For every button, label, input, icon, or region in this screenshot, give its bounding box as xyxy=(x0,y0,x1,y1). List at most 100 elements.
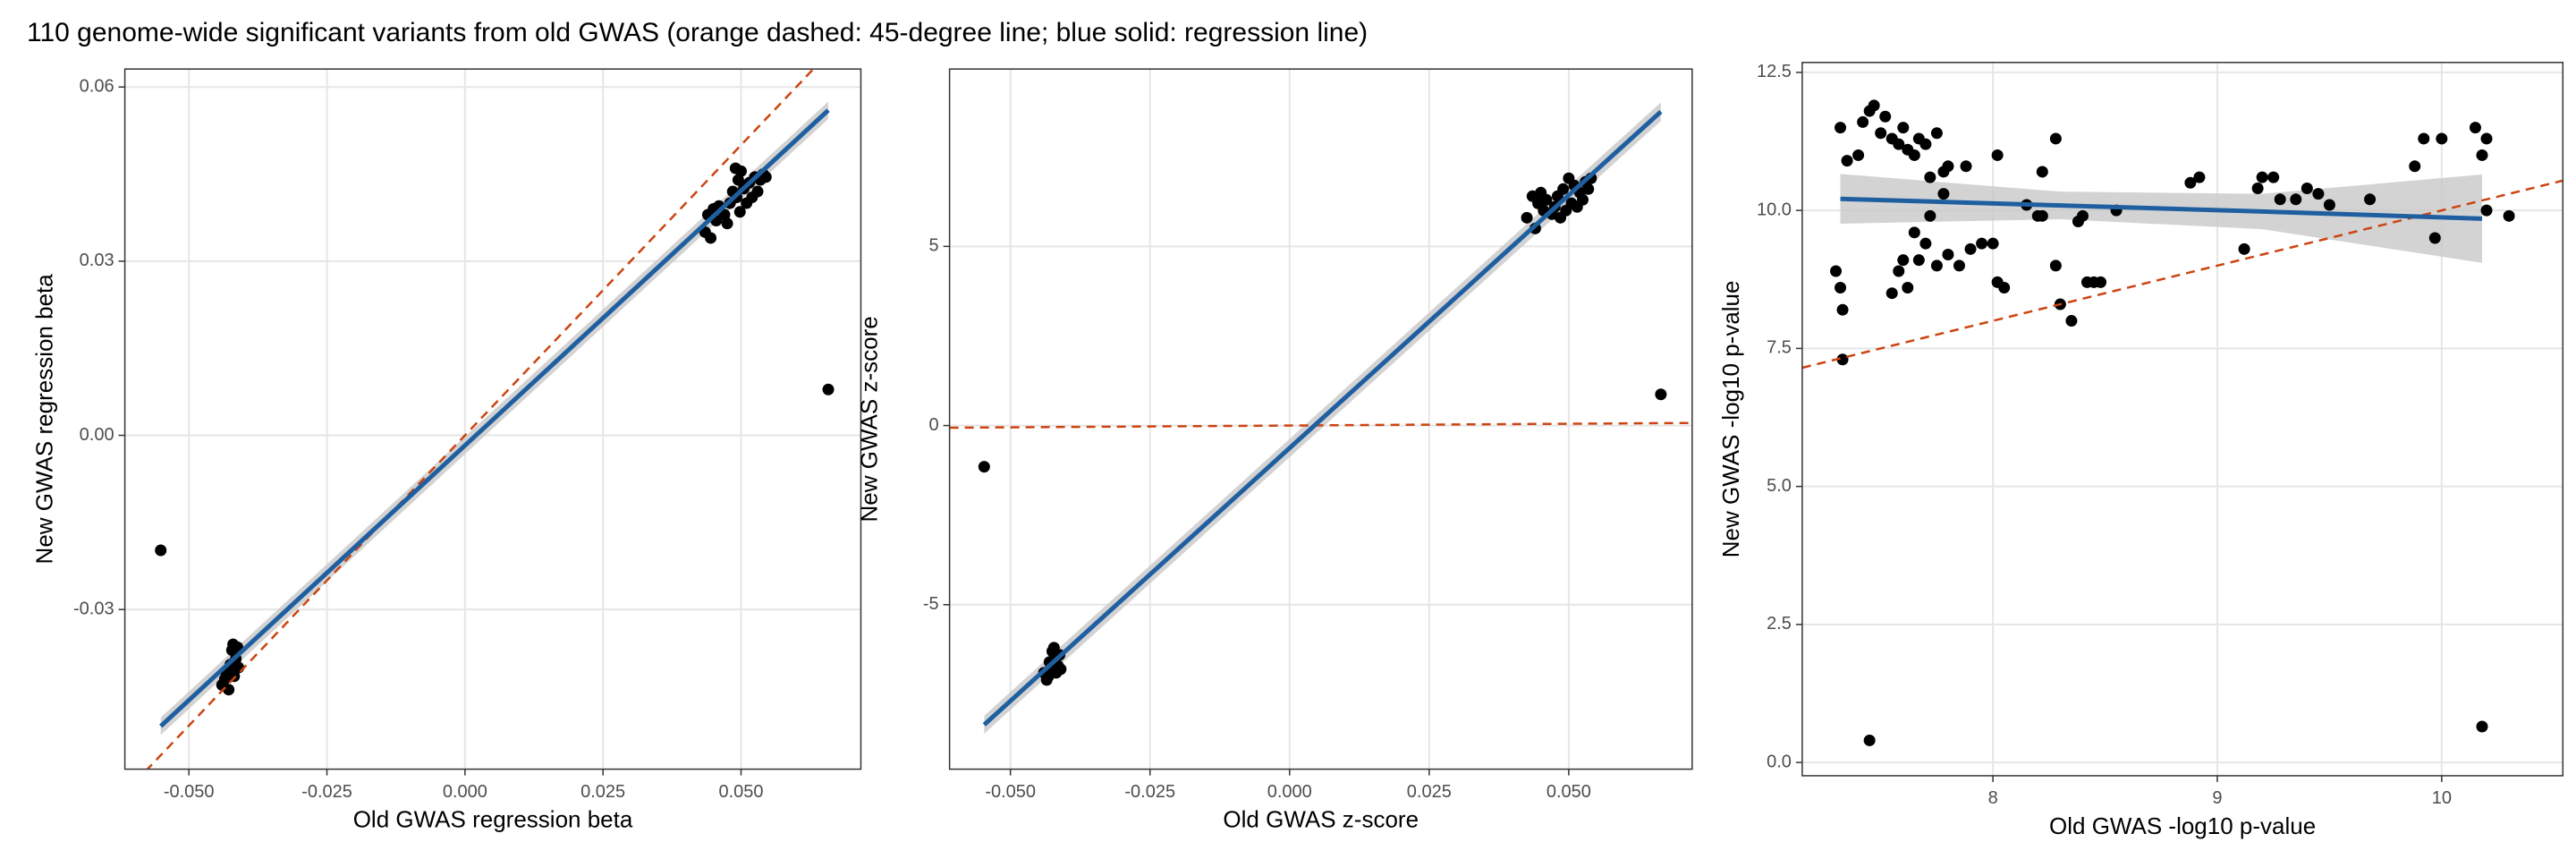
data-point xyxy=(2503,209,2515,222)
data-point xyxy=(2301,182,2313,194)
data-point xyxy=(2076,209,2089,222)
x-tick-label: 0.025 xyxy=(1407,782,1452,802)
data-point xyxy=(2476,149,2488,161)
data-point xyxy=(759,171,772,183)
x-tick-label: -0.025 xyxy=(301,782,352,802)
data-point xyxy=(1863,734,1876,746)
data-point xyxy=(1042,670,1055,683)
data-point xyxy=(2184,176,2197,189)
x-tick-label: -0.050 xyxy=(985,782,1036,802)
plot-area xyxy=(949,102,1692,734)
y-tick-label: 7.5 xyxy=(1767,338,1792,358)
data-point xyxy=(2267,171,2280,183)
data-point xyxy=(822,383,835,395)
y-tick-label: -5 xyxy=(923,594,939,614)
data-point xyxy=(1942,160,1954,173)
data-point xyxy=(2274,193,2286,206)
data-point xyxy=(2065,315,2078,327)
data-point xyxy=(1540,193,1553,206)
data-point xyxy=(1836,353,1849,366)
data-point xyxy=(155,544,167,557)
data-point xyxy=(1902,282,1914,294)
data-point xyxy=(1521,211,1533,224)
data-point xyxy=(1960,160,1972,173)
data-point xyxy=(2036,209,2048,222)
data-point xyxy=(721,217,733,230)
data-point xyxy=(1885,287,1898,300)
data-point xyxy=(1836,303,1849,316)
x-tick-label: 0.000 xyxy=(1267,782,1312,802)
reference-line xyxy=(146,69,816,770)
regression-line xyxy=(159,108,830,728)
data-point xyxy=(1919,138,1932,150)
plot-area xyxy=(1801,99,2563,746)
data-point xyxy=(1964,242,1977,255)
data-point xyxy=(2049,259,2062,272)
regression-line xyxy=(982,109,1663,727)
data-point xyxy=(2290,193,2302,206)
plot-border xyxy=(123,68,862,770)
reference-line xyxy=(949,421,1692,430)
data-point xyxy=(1987,237,1999,250)
data-point xyxy=(978,461,990,473)
data-point xyxy=(1655,388,1667,401)
y-tick-label: 0.00 xyxy=(80,425,114,445)
y-tick-label: 0.06 xyxy=(80,77,114,97)
data-point xyxy=(2476,720,2488,733)
data-point xyxy=(2469,122,2481,134)
data-point xyxy=(1991,149,2004,161)
data-point xyxy=(1582,183,1595,195)
regression-line xyxy=(1840,196,2483,221)
x-tick-label: 8 xyxy=(1988,788,1998,808)
data-point xyxy=(1055,663,1067,676)
data-point xyxy=(2364,193,2377,206)
data-point xyxy=(1830,265,1843,277)
data-point xyxy=(1868,99,1880,112)
y-tick-label: -0.03 xyxy=(73,599,114,618)
data-point xyxy=(1893,265,1905,277)
data-point xyxy=(2312,188,2325,200)
y-tick-label: 0.03 xyxy=(80,251,114,270)
data-point xyxy=(223,684,235,696)
data-point xyxy=(751,185,764,198)
data-point xyxy=(1908,149,1920,161)
data-point xyxy=(1942,249,1954,261)
data-point xyxy=(2251,182,2264,194)
data-point xyxy=(1998,282,2011,294)
panel: -0.050 -0.025 0.000 0.025 0.050 -0.03 0.00 0.03… xyxy=(30,68,862,832)
data-point xyxy=(2036,166,2048,178)
y-axis-title: New GWAS regression beta xyxy=(30,274,57,565)
y-tick-label: 0 xyxy=(929,415,939,435)
data-point xyxy=(1953,259,1965,272)
data-point xyxy=(1557,183,1570,195)
data-point xyxy=(1835,282,1847,294)
data-point xyxy=(1835,122,1847,134)
data-point xyxy=(1897,254,1910,267)
x-tick-label: 10 xyxy=(2432,788,2452,808)
reference-line xyxy=(1801,179,2563,370)
data-point xyxy=(1908,226,1920,239)
data-point xyxy=(2193,171,2206,183)
data-point xyxy=(1852,149,1865,161)
y-tick-label: 0.0 xyxy=(1767,752,1792,771)
y-tick-label: 5.0 xyxy=(1767,476,1792,496)
data-point xyxy=(1857,115,1869,128)
data-point xyxy=(1976,237,1988,250)
y-tick-label: 2.5 xyxy=(1767,614,1792,634)
plot-border xyxy=(948,68,1693,770)
data-point xyxy=(1841,155,1853,167)
data-point xyxy=(1930,259,1943,272)
data-point xyxy=(1912,254,1925,267)
data-point xyxy=(2256,171,2268,183)
data-point xyxy=(705,232,717,244)
x-axis-title: Old GWAS -log10 p-value xyxy=(2049,812,2316,839)
data-point xyxy=(1897,122,1910,134)
data-point xyxy=(220,668,233,681)
data-point xyxy=(1875,127,1887,140)
plot-background xyxy=(1801,62,2563,776)
x-tick-label: 0.025 xyxy=(580,782,625,802)
data-point xyxy=(2480,132,2493,145)
plot-area xyxy=(146,69,835,770)
data-point xyxy=(1576,193,1589,206)
data-point xyxy=(2409,160,2421,173)
